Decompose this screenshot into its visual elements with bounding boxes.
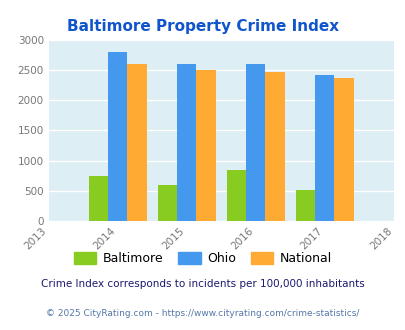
Bar — [127, 64, 146, 221]
Text: © 2025 CityRating.com - https://www.cityrating.com/crime-statistics/: © 2025 CityRating.com - https://www.city… — [46, 309, 359, 318]
Bar — [265, 72, 284, 221]
Bar — [314, 75, 334, 221]
Text: Baltimore Property Crime Index: Baltimore Property Crime Index — [67, 19, 338, 34]
Bar — [177, 64, 196, 221]
Bar — [245, 64, 265, 221]
Bar — [108, 52, 127, 221]
Bar — [89, 176, 108, 221]
Bar — [334, 78, 353, 221]
Text: Crime Index corresponds to incidents per 100,000 inhabitants: Crime Index corresponds to incidents per… — [41, 279, 364, 289]
Legend: Baltimore, Ohio, National: Baltimore, Ohio, National — [69, 247, 336, 270]
Bar — [196, 70, 215, 221]
Bar — [295, 190, 314, 221]
Bar — [226, 170, 245, 221]
Bar — [158, 185, 177, 221]
